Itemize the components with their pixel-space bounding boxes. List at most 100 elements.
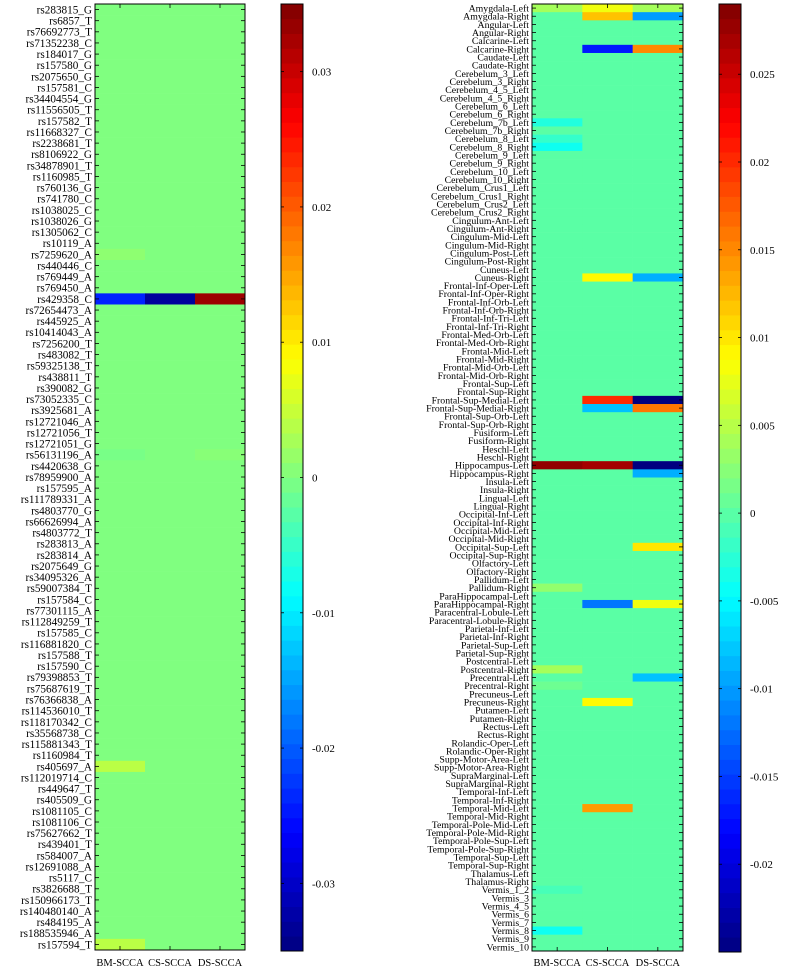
colorbar-band (281, 359, 303, 375)
heatmap-cell (195, 304, 246, 316)
colorbar-band (281, 832, 303, 848)
row-label: Cerebelum_4_5_Right (440, 93, 530, 104)
heatmap-cell (632, 240, 684, 250)
heatmap-cell (95, 315, 146, 328)
heatmap-cell (582, 134, 633, 144)
colorbar-band (281, 803, 303, 819)
heatmap-cell (582, 126, 633, 135)
colorbar-band (719, 463, 741, 479)
heatmap-cell (195, 860, 246, 873)
heatmap-cell (532, 346, 583, 356)
row-label: Occipital-Mid-Right (448, 534, 529, 545)
heatmap-cell (532, 844, 583, 854)
heatmap-cell (532, 12, 583, 21)
heatmap-cell (632, 404, 684, 413)
heatmap-cell (632, 885, 684, 895)
heatmap-cell (632, 550, 684, 560)
heatmap-cell (145, 37, 196, 49)
heatmap-cell (632, 159, 684, 168)
row-label: rs157595_A (37, 483, 92, 495)
colorbar-band (281, 477, 303, 493)
heatmap-cell (145, 593, 196, 606)
heatmap-cell (582, 746, 633, 756)
colorbar-band (719, 181, 741, 197)
heatmap-cell (632, 861, 684, 870)
heatmap-cell (532, 697, 583, 707)
colorbar-band (281, 492, 303, 508)
row-label: rs741780_C (37, 194, 92, 206)
heatmap-cell (582, 918, 633, 927)
row-label: rs118170342_C (21, 717, 92, 729)
heatmap-cell (632, 297, 684, 307)
row-label: rs483082_T (38, 349, 92, 361)
colorbar-band (719, 48, 741, 64)
heatmap-cell (145, 115, 196, 127)
row-label: Heschl-Left (482, 444, 529, 455)
row-label: Cerebelum_Crus2_Right (431, 208, 529, 219)
row-label: SupraMarginal-Right (445, 779, 529, 790)
heatmap-cell (532, 722, 583, 731)
row-label: rs5117_C (49, 873, 92, 885)
row-label: Rectus-Right (477, 730, 529, 741)
colorbar-band (281, 891, 303, 908)
colorbar-band (281, 581, 303, 597)
heatmap-cell (195, 838, 246, 851)
heatmap-cell (582, 281, 633, 291)
heatmap-cell (95, 538, 146, 550)
heatmap-cell (95, 582, 146, 595)
heatmap-cell (532, 224, 583, 233)
row-label: rs115881343_T (22, 739, 93, 751)
heatmap-cell (532, 934, 583, 944)
heatmap-cell (582, 248, 633, 258)
heatmap-cell (532, 657, 583, 666)
heatmap-cell (632, 167, 684, 176)
heatmap-cell (582, 567, 633, 576)
row-label: Frontal-Sup-Orb-Right (439, 420, 530, 431)
heatmap-cell (195, 538, 246, 550)
heatmap-cell (582, 665, 633, 674)
heatmap-cell (95, 515, 146, 528)
row-label: rs1038026_G (31, 216, 92, 228)
row-label: Temporal-Pole-Mid-Right (426, 828, 529, 839)
row-label: rs1081106_C (32, 817, 92, 829)
colorbar-band (719, 329, 741, 346)
heatmap-cell (632, 673, 684, 682)
heatmap-cell (145, 916, 196, 929)
heatmap-cell (145, 337, 196, 350)
heatmap-cell (532, 289, 583, 299)
heatmap-cell (95, 4, 146, 16)
heatmap-cell (95, 571, 146, 584)
heatmap-cell (632, 755, 684, 764)
heatmap-cell (632, 477, 684, 486)
heatmap-cell (95, 638, 146, 650)
colorbar-band (719, 33, 741, 49)
heatmap-cell (145, 48, 196, 60)
colorbar-tick-label: 0.02 (312, 202, 331, 214)
heatmap-cell (195, 415, 246, 428)
heatmap-cell (195, 916, 246, 929)
heatmap-cell (532, 918, 583, 927)
heatmap-cell (532, 738, 583, 748)
colorbar-tick-label: 0.01 (750, 333, 769, 345)
heatmap-cell (195, 560, 246, 572)
colorbar-band (719, 344, 741, 360)
row-label: rs449647_T (38, 784, 92, 796)
heatmap-cell (632, 648, 684, 658)
heatmap-cell (582, 355, 633, 364)
heatmap-cell (532, 804, 583, 813)
heatmap-cell (532, 893, 583, 903)
heatmap-cell (532, 175, 583, 184)
heatmap-cell (632, 420, 684, 429)
heatmap-cell (582, 779, 633, 789)
heatmap-cell (632, 787, 684, 797)
heatmap-cell (145, 293, 196, 305)
heatmap-cell (145, 749, 196, 762)
heatmap-cell (582, 101, 633, 111)
colorbar-band (719, 448, 741, 464)
colorbar-band (719, 255, 741, 272)
heatmap-cell (632, 469, 684, 478)
row-label: Cerebelum_10_Right (445, 175, 530, 186)
heatmap-cell (582, 771, 633, 780)
heatmap-cell (95, 894, 146, 906)
heatmap-cell (145, 938, 196, 951)
